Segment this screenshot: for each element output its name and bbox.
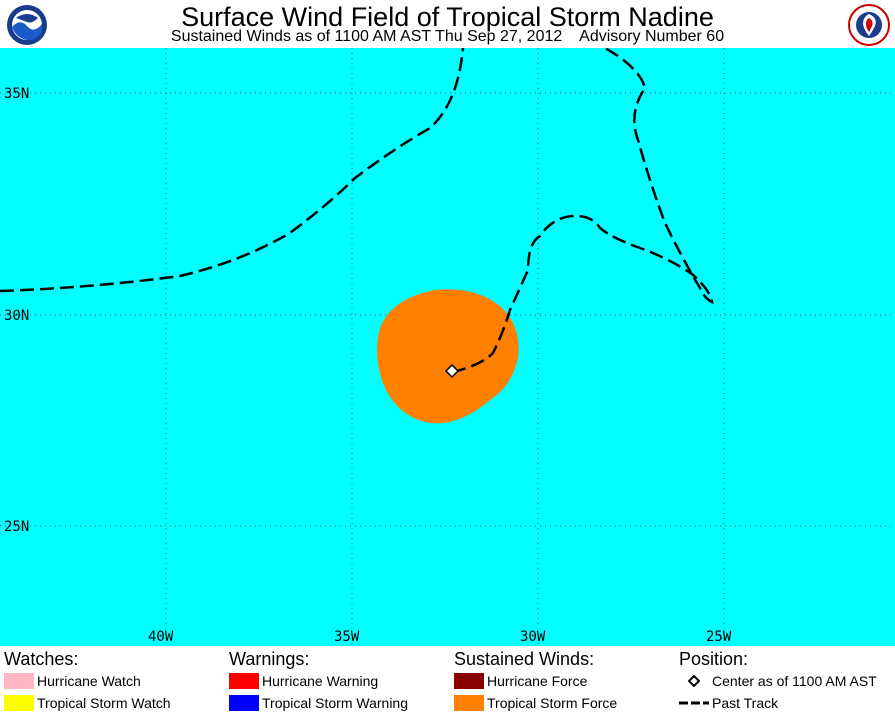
lon-label-40w: 40W: [148, 629, 174, 645]
tropical-storm-warning-swatch: [229, 695, 259, 711]
tropical-storm-watch-swatch: [4, 695, 34, 711]
legend-item-label: Hurricane Watch: [37, 673, 141, 689]
legend-watches: Watches: Hurricane Watch Tropical Storm …: [4, 648, 171, 714]
tropical-storm-force-swatch: [454, 695, 484, 711]
legend-item-center: Center as of 1100 AM AST: [679, 670, 877, 692]
map-title: Surface Wind Field of Tropical Storm Nad…: [181, 2, 714, 32]
legend: Watches: Hurricane Watch Tropical Storm …: [0, 646, 895, 716]
legend-position: Position: Center as of 1100 AM AST Past …: [679, 648, 877, 714]
legend-item-label: Hurricane Force: [487, 673, 588, 689]
legend-item-label: Tropical Storm Watch: [37, 695, 171, 711]
legend-item-label: Past Track: [712, 695, 779, 711]
lon-label-30w: 30W: [520, 629, 546, 645]
lat-label-25n: 25N: [4, 519, 29, 535]
hurricane-warning-swatch: [229, 673, 259, 689]
legend-winds: Sustained Winds: Hurricane Force Tropica…: [454, 648, 617, 714]
storm-center-diamond: [444, 363, 460, 379]
dashed-line-icon: [679, 695, 709, 711]
lon-label-35w: 35W: [334, 629, 360, 645]
legend-item-tropical-storm-watch: Tropical Storm Watch: [4, 692, 171, 714]
legend-item-label: Tropical Storm Force: [487, 695, 618, 711]
lat-label-35n: 35N: [4, 86, 29, 102]
tropical-storm-force-area: [376, 289, 519, 424]
legend-item-label: Center as of 1100 AM AST: [712, 673, 877, 689]
nws-logo: [848, 4, 890, 46]
legend-position-heading: Position:: [679, 649, 749, 669]
hurricane-force-swatch: [454, 673, 484, 689]
legend-item-hurricane-force: Hurricane Force: [454, 670, 617, 692]
legend-warnings: Warnings: Hurricane Warning Tropical Sto…: [229, 648, 408, 714]
legend-winds-heading: Sustained Winds:: [454, 649, 595, 669]
legend-item-tropical-storm-force: Tropical Storm Force: [454, 692, 617, 714]
lon-label-25w: 25W: [706, 629, 732, 645]
legend-item-label: Hurricane Warning: [262, 673, 379, 689]
legend-warnings-heading: Warnings:: [229, 649, 310, 669]
storm-map: 35N 30N 25N 40W 35W 30W 25W: [0, 48, 895, 646]
legend-item-label: Tropical Storm Warning: [262, 695, 409, 711]
legend-item-hurricane-warning: Hurricane Warning: [229, 670, 408, 692]
hurricane-watch-swatch: [4, 673, 34, 689]
past-track-west: [0, 48, 465, 293]
noaa-logo: [6, 4, 48, 46]
lat-label-30n: 30N: [4, 308, 29, 324]
diamond-icon: [679, 673, 709, 689]
legend-item-tropical-storm-warning: Tropical Storm Warning: [229, 692, 408, 714]
legend-item-past-track: Past Track: [679, 692, 877, 714]
past-track-nadine: [451, 48, 714, 374]
map-subtitle: Sustained Winds as of 1100 AM AST Thu Se…: [170, 28, 725, 45]
legend-item-hurricane-watch: Hurricane Watch: [4, 670, 171, 692]
legend-watches-heading: Watches:: [4, 649, 79, 669]
map-grid: [0, 48, 895, 646]
header: Surface Wind Field of Tropical Storm Nad…: [0, 0, 895, 48]
